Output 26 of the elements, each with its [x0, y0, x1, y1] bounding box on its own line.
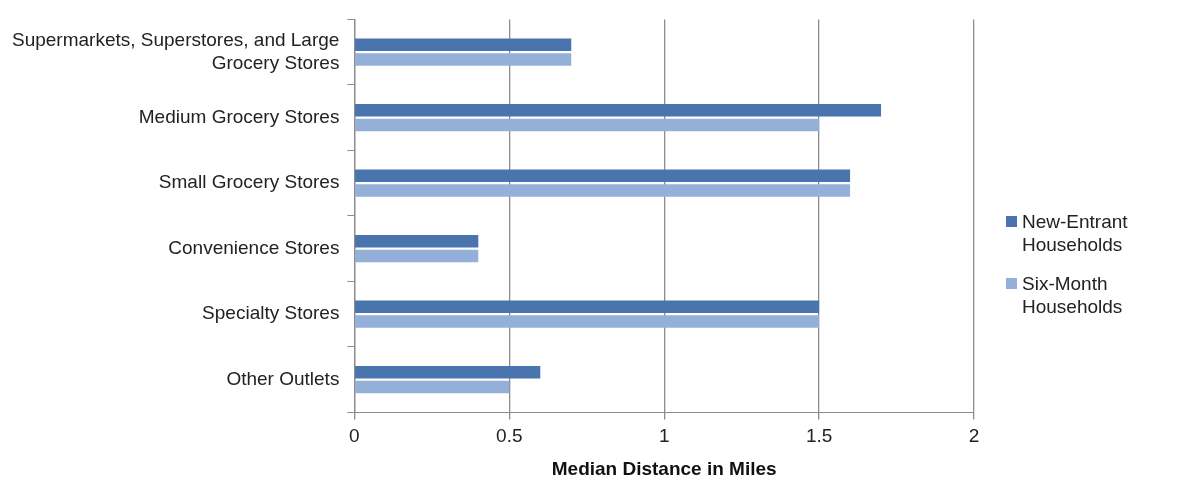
- x-tick-label: 2: [968, 425, 980, 447]
- x-tick-label: 0.5: [496, 425, 523, 447]
- y-tick-label: Supermarkets, Superstores, and Large Grocery Stores: [11, 28, 340, 73]
- legend-label: Six-Month Households: [1022, 272, 1124, 318]
- x-tick-label: 1: [658, 425, 670, 447]
- bar: [355, 249, 479, 263]
- bar: [355, 366, 541, 379]
- x-tick-label: 1.5: [805, 425, 833, 447]
- bar: [355, 184, 851, 197]
- y-tick-label: Other Outlets: [226, 367, 340, 389]
- bar: [355, 235, 479, 248]
- y-tick-label: Medium Grocery Stores: [138, 105, 340, 127]
- bar: [355, 169, 851, 183]
- bar: [355, 104, 882, 117]
- bar: [355, 380, 510, 394]
- bar: [355, 118, 820, 132]
- bar: [355, 38, 572, 52]
- x-tick-label: 0: [349, 425, 360, 447]
- y-tick-label: Small Grocery Stores: [158, 171, 340, 193]
- y-tick-label: Specialty Stores: [202, 302, 340, 324]
- bar: [355, 315, 820, 328]
- bar: [355, 300, 820, 314]
- y-tick-label: Convenience Stores: [168, 236, 340, 258]
- bar: [355, 53, 572, 66]
- x-axis-title: Median Distance in Miles: [551, 457, 777, 479]
- legend-label: New-Entrant Households: [1022, 210, 1129, 256]
